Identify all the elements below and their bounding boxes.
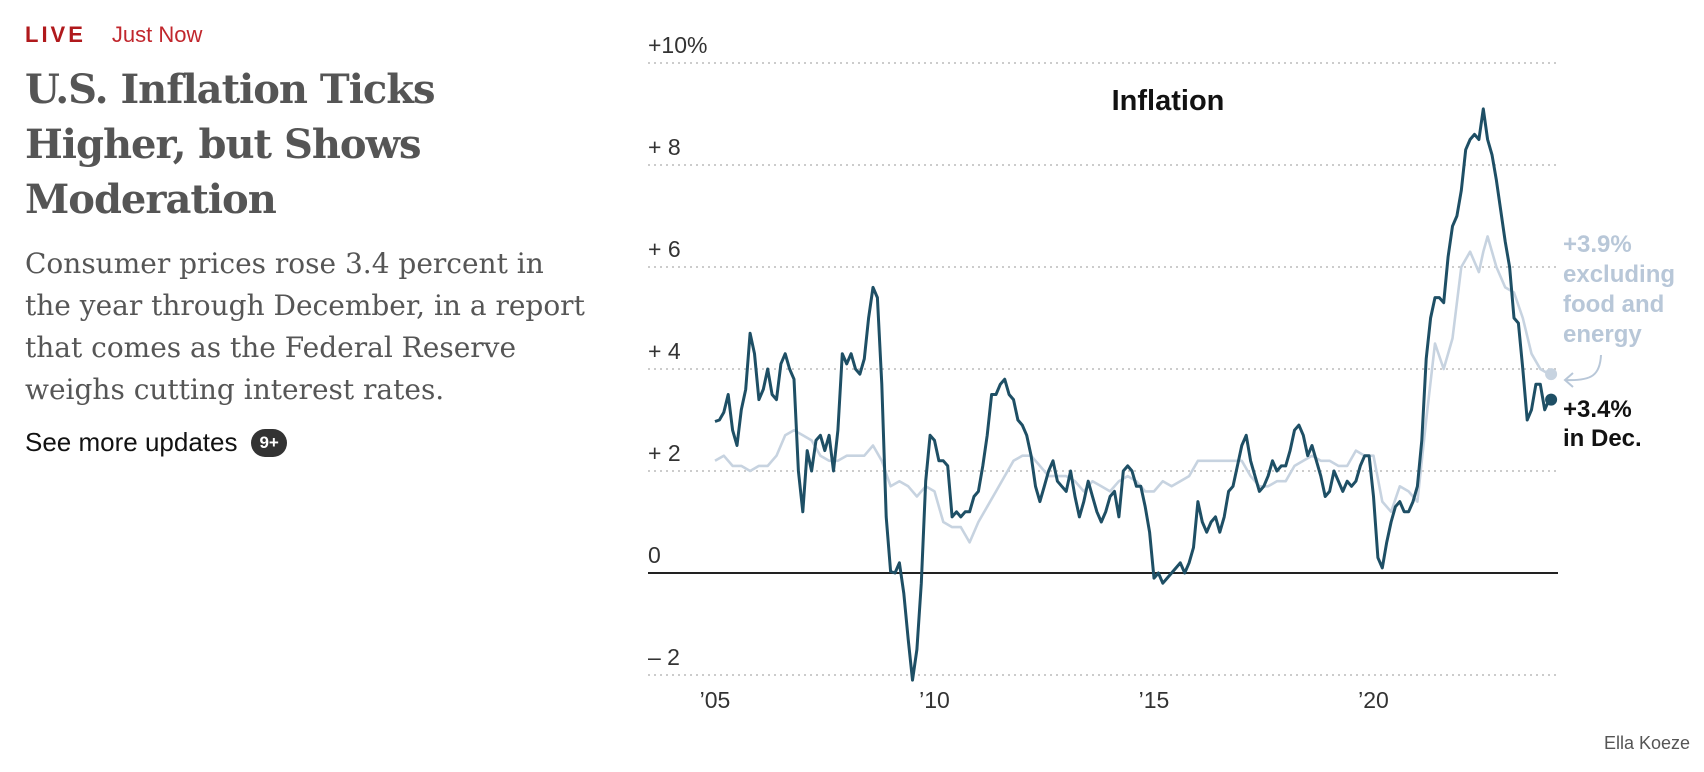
y-tick-label: +10% (648, 32, 707, 58)
live-label[interactable]: LIVE (25, 22, 86, 47)
chart-title: Inflation (1112, 85, 1225, 117)
overall-end-point (1545, 393, 1558, 406)
core-end-label: +3.9% (1563, 231, 1632, 258)
x-tick-label: ’05 (700, 687, 731, 713)
series-end-labels: +3.9% excluding food and energy +3.4%in Dec. (1563, 231, 1675, 452)
summary: Consumer prices rose 3.4 percent in the … (25, 247, 585, 406)
core-end-point (1545, 368, 1558, 381)
headline[interactable]: U.S. Inflation Ticks Higher, but Shows M… (25, 66, 435, 223)
see-more-label[interactable]: See more updates (25, 427, 238, 457)
timestamp: Just Now (111, 22, 203, 47)
x-axis-labels: ’05 ’10 ’15 ’20 (700, 687, 1389, 713)
x-tick-label: ’10 (919, 687, 950, 713)
x-tick-label: ’20 (1358, 687, 1389, 713)
core-end-label: excluding (1563, 261, 1675, 288)
x-tick-label: ’15 (1139, 687, 1170, 713)
y-axis-labels: +10% + 8 + 6 + 4 + 2 0 – 2 (648, 32, 707, 670)
y-tick-label: + 2 (648, 440, 681, 466)
arrow-head-icon (1563, 372, 1574, 388)
y-tick-label: 0 (648, 542, 661, 568)
see-more-updates-link[interactable]: See more updates 9+ (25, 427, 585, 458)
updates-count-badge[interactable]: 9+ (251, 428, 287, 457)
overall-end-label: +3.4% (1563, 396, 1632, 423)
article-panel: LIVE Just Now U.S. Inflation Ticks Higher… (25, 22, 585, 458)
core-end-label: food and (1563, 291, 1664, 318)
y-tick-label: + 4 (648, 338, 681, 364)
y-tick-label: + 8 (648, 134, 681, 160)
y-tick-label: – 2 (648, 644, 680, 670)
y-tick-label: + 6 (648, 236, 681, 262)
chart-credit: Ella Koeze (1603, 733, 1690, 753)
core-end-label: energy (1563, 321, 1642, 348)
series-lines (714, 107, 1558, 682)
overall-end-label: in Dec. (1563, 425, 1642, 452)
gridlines (648, 62, 1558, 676)
overall-inflation-line (714, 107, 1551, 682)
annotation-arrow (1565, 354, 1602, 382)
live-header: LIVE Just Now (25, 22, 585, 48)
